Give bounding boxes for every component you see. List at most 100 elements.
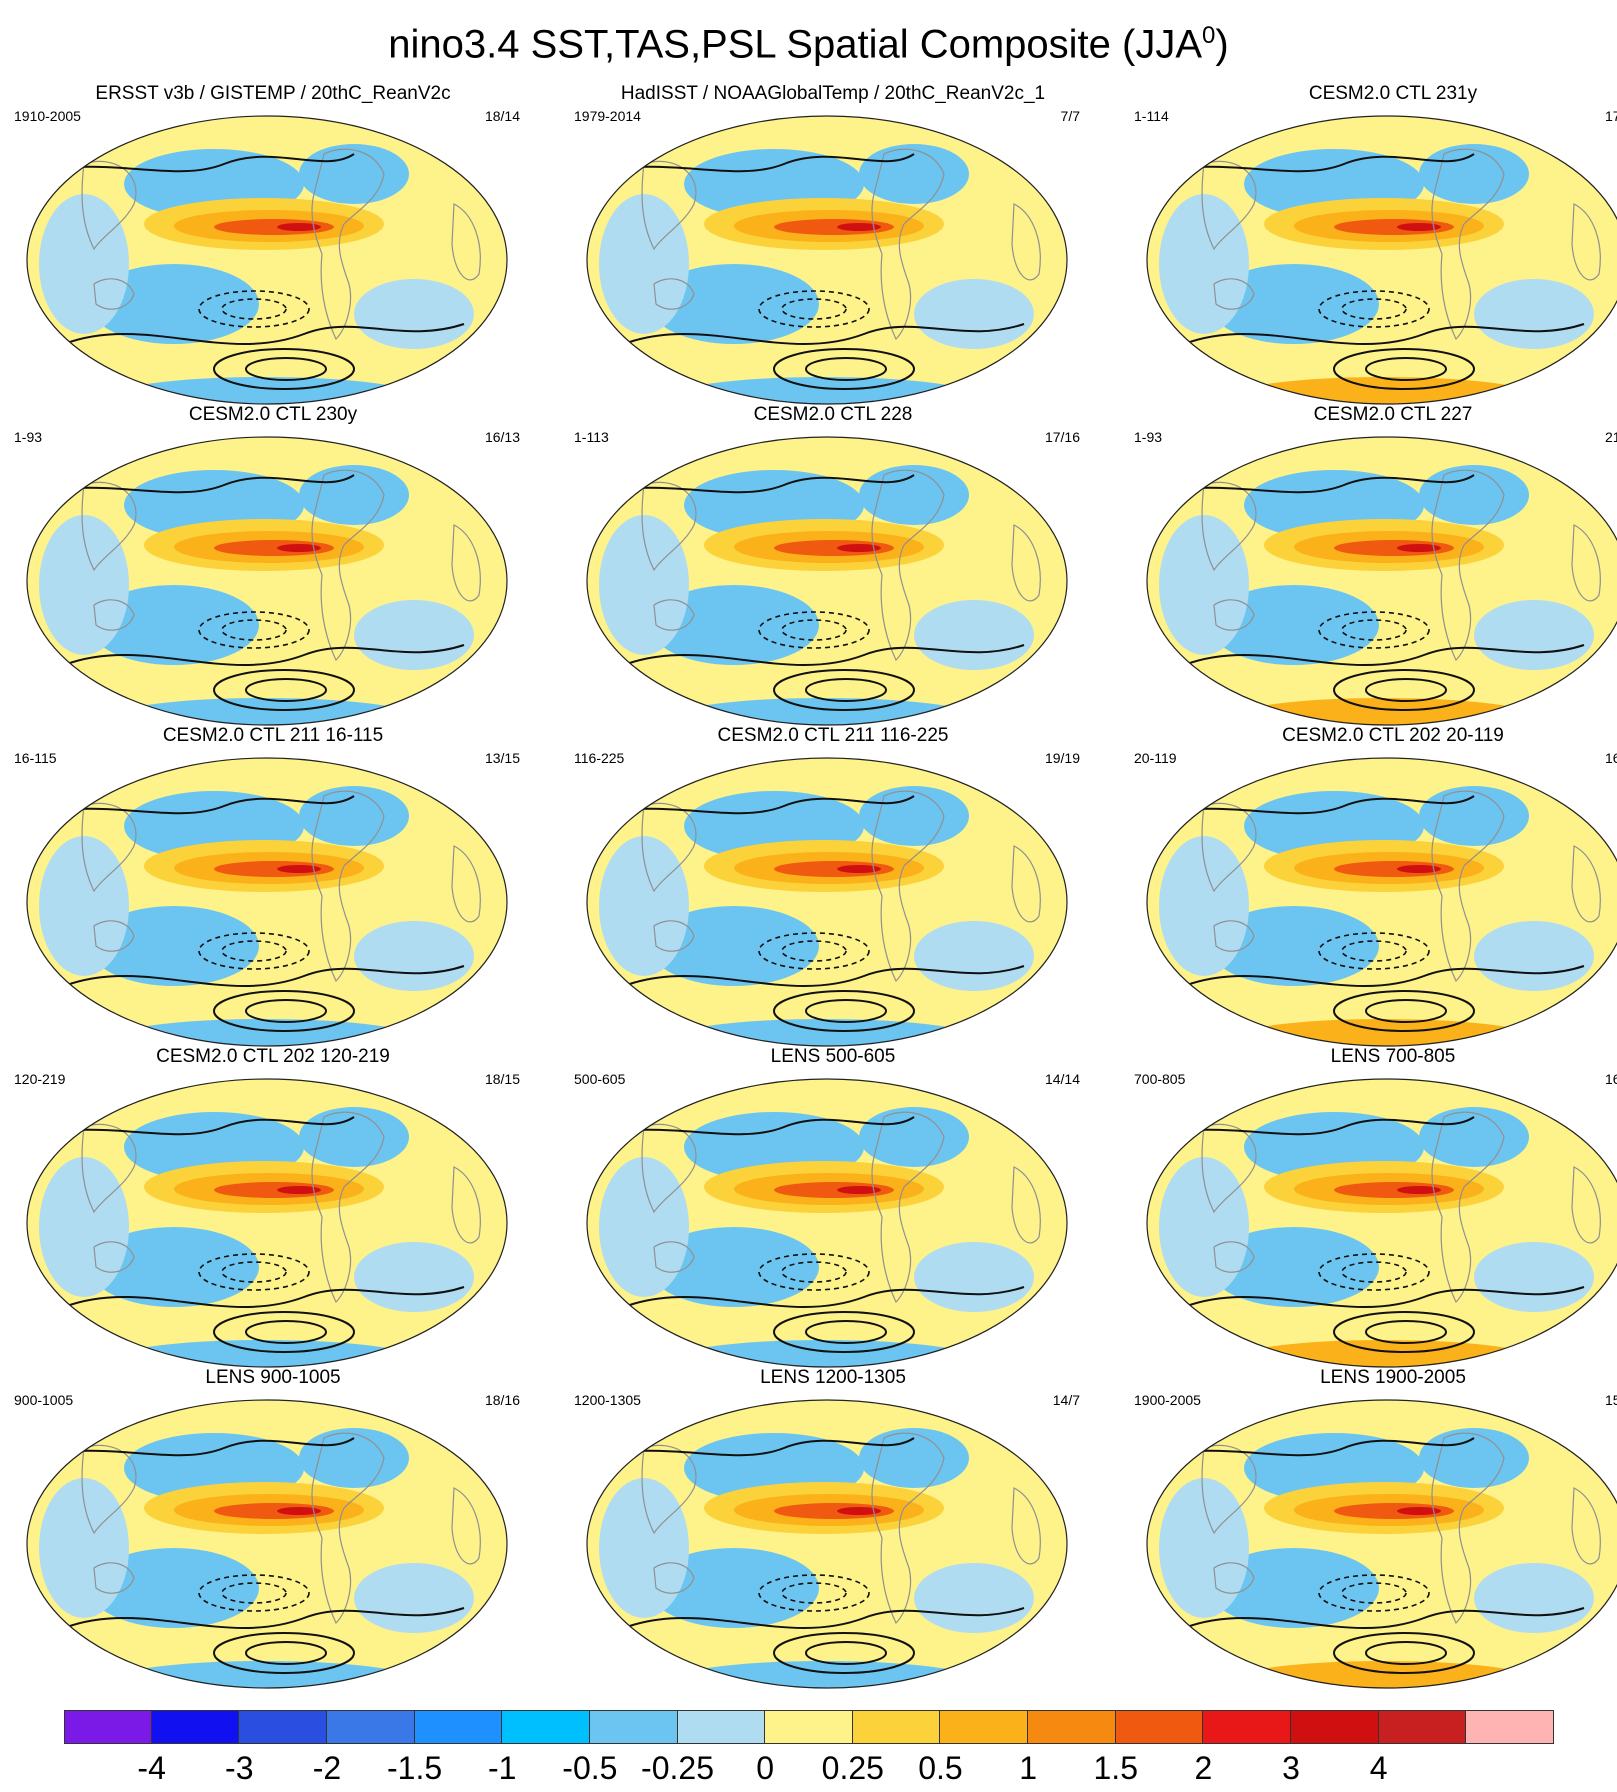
panel-years: 1200-1305 — [574, 1392, 641, 1408]
africa-outline — [1571, 845, 1601, 923]
warm-tongue-peak — [837, 1507, 881, 1515]
southern-ocean-anomaly — [104, 1340, 424, 1367]
colorbar-tick-label: 1 — [1019, 1750, 1038, 1786]
psl-contour-positive — [213, 990, 355, 1032]
psl-contour — [1183, 323, 1585, 345]
cool-anomaly-north-america — [1419, 465, 1529, 525]
psl-contour-negative — [1318, 1574, 1430, 1612]
psl-contour-negative — [1341, 940, 1407, 962]
warm-tongue-peak — [837, 865, 881, 873]
map-svg — [1146, 757, 1617, 1047]
cool-anomaly-indian — [1159, 194, 1249, 334]
psl-contour — [1153, 1116, 1475, 1138]
psl-contour-negative — [781, 298, 847, 320]
africa-outline — [451, 203, 481, 281]
panel-years: 700-805 — [1134, 1071, 1186, 1087]
cool-anomaly-indian — [39, 194, 129, 334]
map-svg — [1146, 1399, 1617, 1689]
warm-tongue-core — [1334, 1503, 1454, 1519]
map-svg — [586, 436, 1068, 726]
psl-contour — [33, 474, 355, 496]
map-panel: CESM2.0 CTL 231y 1-114 17/16 — [1128, 82, 1617, 412]
psl-contour — [593, 153, 915, 175]
australia-outline — [93, 599, 135, 631]
psl-contour-positive — [245, 357, 327, 381]
southern-ocean-anomaly — [664, 1661, 984, 1688]
cool-anomaly-north-america — [859, 1428, 969, 1488]
cool-anomaly-south-atlantic — [354, 921, 474, 991]
cool-anomaly-south-pacific — [89, 585, 259, 665]
psl-contour-positive — [1365, 678, 1447, 702]
southern-ocean-anomaly — [664, 1340, 984, 1367]
cool-anomaly-indian — [39, 836, 129, 976]
southern-ocean-anomaly — [1224, 377, 1544, 404]
colorbar-cell — [1291, 1710, 1379, 1744]
psl-contour-positive — [245, 1641, 327, 1665]
americas-outline — [871, 148, 945, 341]
americas-outline — [871, 1432, 945, 1625]
psl-contour-positive — [1333, 1632, 1475, 1674]
colorbar-cell — [677, 1710, 766, 1744]
panel-map — [24, 114, 510, 411]
warm-tongue-peak — [837, 1186, 881, 1194]
panel-years: 1900-2005 — [1134, 1392, 1201, 1408]
americas-outline — [1431, 1432, 1505, 1625]
map-panel: CESM2.0 CTL 227 1-93 21/17 — [1128, 403, 1617, 733]
cool-anomaly-north-america — [299, 465, 409, 525]
panel-title: CESM2.0 CTL 227 — [1313, 404, 1473, 425]
southern-ocean-anomaly — [1224, 1019, 1544, 1046]
panel-title: CESM2.0 CTL 230y — [188, 404, 358, 425]
cool-anomaly-south-pacific — [649, 1548, 819, 1628]
map-svg — [26, 757, 508, 1047]
warm-tongue-core — [214, 540, 334, 556]
colorbar-cell — [1028, 1710, 1116, 1744]
warm-tongue-core — [774, 1182, 894, 1198]
warm-tongue-core — [774, 1503, 894, 1519]
africa-outline — [1011, 845, 1041, 923]
colorbar-cell — [1203, 1710, 1292, 1744]
cool-anomaly-indian — [599, 1157, 689, 1297]
psl-contour — [593, 795, 915, 817]
cool-anomaly-indian — [599, 836, 689, 976]
map-svg — [26, 1399, 508, 1689]
panel-map — [1144, 1398, 1617, 1695]
psl-contour-positive — [245, 678, 327, 702]
americas-outline — [1431, 469, 1505, 662]
cool-anomaly-south-pacific — [89, 264, 259, 344]
colorbar-cell — [940, 1710, 1029, 1744]
australia-outline — [653, 1562, 695, 1594]
psl-contour-positive — [213, 1632, 355, 1674]
map-svg — [26, 436, 508, 726]
australia-outline — [1213, 920, 1255, 952]
psl-contour — [63, 323, 465, 345]
panel-count: 7/7 — [1060, 108, 1080, 124]
panel-years: 500-605 — [574, 1071, 626, 1087]
psl-contour-negative — [221, 1261, 287, 1283]
panel-years: 1-93 — [14, 429, 43, 445]
southern-ocean-anomaly — [664, 377, 984, 404]
colorbar-tick-label: -0.5 — [562, 1750, 618, 1786]
warm-tongue-peak — [277, 1507, 321, 1515]
panel-count: 17/16 — [1604, 108, 1617, 124]
africa-outline — [451, 1166, 481, 1244]
panel-years: 116-225 — [574, 750, 625, 766]
colorbar-cell — [502, 1710, 590, 1744]
africa-outline — [1571, 203, 1601, 281]
colorbar-cell — [64, 1710, 152, 1744]
psl-contour-positive — [773, 348, 915, 390]
warm-tongue-core — [1334, 861, 1454, 877]
cool-anomaly-south-atlantic — [1474, 1563, 1594, 1633]
warm-tongue-peak — [1397, 223, 1441, 231]
panel-map — [1144, 435, 1617, 732]
southern-ocean-anomaly — [1224, 698, 1544, 725]
cool-anomaly-south-pacific — [89, 1227, 259, 1307]
psl-contour — [1153, 474, 1475, 496]
colorbar-tick-label: -0.25 — [641, 1750, 714, 1786]
psl-contour-negative — [781, 1582, 847, 1604]
cool-anomaly-north-america — [859, 144, 969, 204]
warm-tongue-peak — [1397, 544, 1441, 552]
psl-contour — [63, 1607, 465, 1629]
cool-anomaly-south-pacific — [1209, 585, 1379, 665]
southern-ocean-anomaly — [104, 1019, 424, 1046]
psl-contour — [623, 644, 1025, 666]
